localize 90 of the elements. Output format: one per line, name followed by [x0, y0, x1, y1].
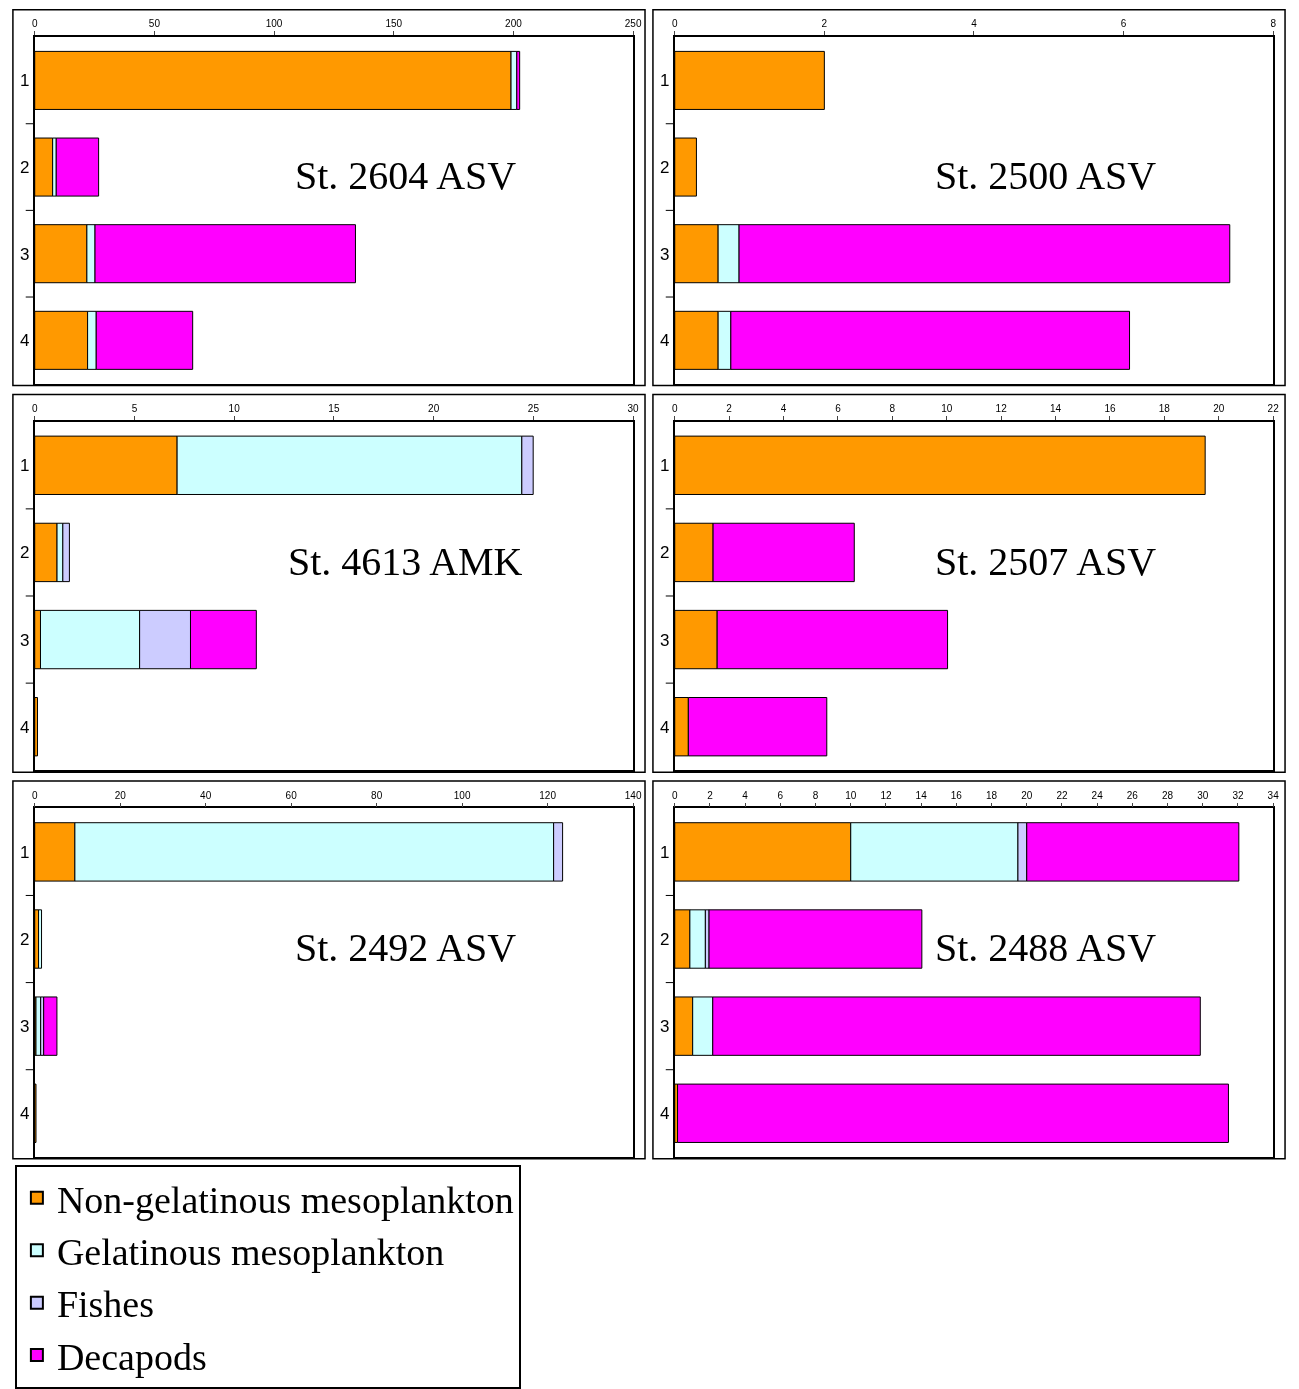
y-tick-label: 4	[20, 1104, 30, 1124]
y-tick-label: 4	[20, 717, 30, 737]
legend-label: Non-gelatinous mesoplankton	[56, 1178, 514, 1221]
y-tick-label: 3	[660, 1017, 670, 1037]
x-tick-label: 0	[31, 789, 38, 801]
x-tick-label: 34	[1267, 789, 1280, 801]
x-tick-label: 150	[385, 18, 403, 30]
x-tick-label: 120	[539, 789, 557, 801]
y-tick-label: 4	[660, 717, 670, 737]
x-tick-label: 30	[627, 402, 640, 414]
x-tick-label: 22	[1056, 789, 1068, 801]
y-tick-label: 1	[20, 842, 30, 862]
x-tick-label: 16	[1104, 402, 1116, 414]
x-tick-label: 5	[131, 402, 138, 414]
y-tick-label: 2	[660, 543, 670, 563]
x-tick-label: 60	[285, 789, 298, 801]
y-tick-label: 3	[660, 630, 670, 650]
y-tick-label: 3	[20, 1017, 30, 1037]
text: St. 4613 AMK	[288, 539, 523, 584]
x-tick-label: 40	[200, 789, 212, 801]
x-tick-label: 2	[726, 402, 733, 414]
x-tick-label: 50	[148, 18, 161, 30]
x-tick-label: 0	[671, 402, 678, 414]
y-tick-label: 1	[660, 71, 670, 91]
x-tick-label: 0	[671, 789, 678, 801]
x-tick-label: 30	[1197, 789, 1209, 801]
legend-label: Decapods	[56, 1335, 207, 1378]
x-tick-label: 20	[114, 789, 127, 801]
y-tick-label: 2	[20, 929, 30, 949]
x-tick-label: 80	[371, 789, 383, 801]
y-tick-label: 1	[20, 71, 30, 91]
x-tick-label: 25	[527, 402, 540, 414]
x-tick-label: 8	[812, 789, 819, 801]
x-tick-label: 4	[742, 789, 749, 801]
y-tick-label: 2	[660, 929, 670, 949]
x-tick-label: 100	[453, 789, 471, 801]
x-tick-label: 20	[428, 402, 440, 414]
x-tick-label: 26	[1126, 789, 1139, 801]
y-tick-label: 2	[20, 543, 30, 563]
x-tick-label: 4	[780, 402, 787, 414]
x-tick-label: 250	[624, 18, 642, 30]
legend-label: Fishes	[56, 1283, 155, 1326]
x-tick-label: 20	[1021, 789, 1033, 801]
text: St. 2604 ASV	[295, 153, 517, 198]
x-tick-label: 0	[671, 18, 678, 30]
y-tick-label: 3	[20, 630, 30, 650]
y-tick-label: 2	[20, 158, 30, 178]
text: St. 2507 ASV	[935, 539, 1157, 584]
y-tick-label: 1	[20, 456, 30, 476]
x-tick-label: 15	[328, 402, 340, 414]
x-tick-label: 200	[505, 18, 523, 30]
x-tick-label: 22	[1267, 402, 1280, 414]
x-tick-label: 12	[995, 402, 1008, 414]
y-tick-label: 3	[20, 244, 30, 264]
x-tick-label: 24	[1091, 789, 1104, 801]
y-tick-label: 1	[660, 842, 670, 862]
x-tick-label: 140	[624, 789, 642, 801]
x-tick-label: 4	[971, 18, 978, 30]
x-tick-label: 12	[880, 789, 892, 801]
y-tick-label: 4	[660, 1104, 670, 1124]
x-tick-label: 2	[821, 18, 828, 30]
x-tick-label: 10	[228, 402, 241, 414]
y-tick-label: 1	[660, 456, 670, 476]
x-tick-label: 8	[1270, 18, 1277, 30]
x-tick-label: 6	[1120, 18, 1127, 30]
x-tick-label: 14	[915, 789, 928, 801]
legend-label: Gelatinous mesoplankton	[56, 1231, 445, 1274]
text: St. 2492 ASV	[295, 925, 517, 970]
y-tick-label: 4	[660, 331, 670, 351]
x-tick-label: 10	[941, 402, 953, 414]
x-tick-label: 6	[835, 402, 842, 414]
x-tick-label: 0	[31, 18, 38, 30]
x-tick-label: 8	[889, 402, 896, 414]
x-tick-label: 28	[1161, 789, 1174, 801]
x-tick-label: 14	[1049, 402, 1062, 414]
x-tick-label: 32	[1232, 789, 1244, 801]
y-tick-label: 3	[660, 244, 670, 264]
x-tick-label: 18	[1158, 402, 1171, 414]
x-tick-label: 6	[777, 789, 784, 801]
text: St. 2488 ASV	[935, 925, 1157, 970]
x-tick-label: 100	[265, 18, 283, 30]
x-tick-label: 18	[985, 789, 998, 801]
x-tick-label: 16	[950, 789, 963, 801]
x-tick-label: 10	[845, 789, 857, 801]
x-tick-label: 0	[31, 402, 38, 414]
x-tick-label: 2	[707, 789, 714, 801]
y-tick-label: 4	[20, 331, 30, 351]
x-tick-label: 20	[1213, 402, 1225, 414]
y-tick-label: 2	[660, 158, 670, 178]
text: St. 2500 ASV	[935, 153, 1157, 198]
